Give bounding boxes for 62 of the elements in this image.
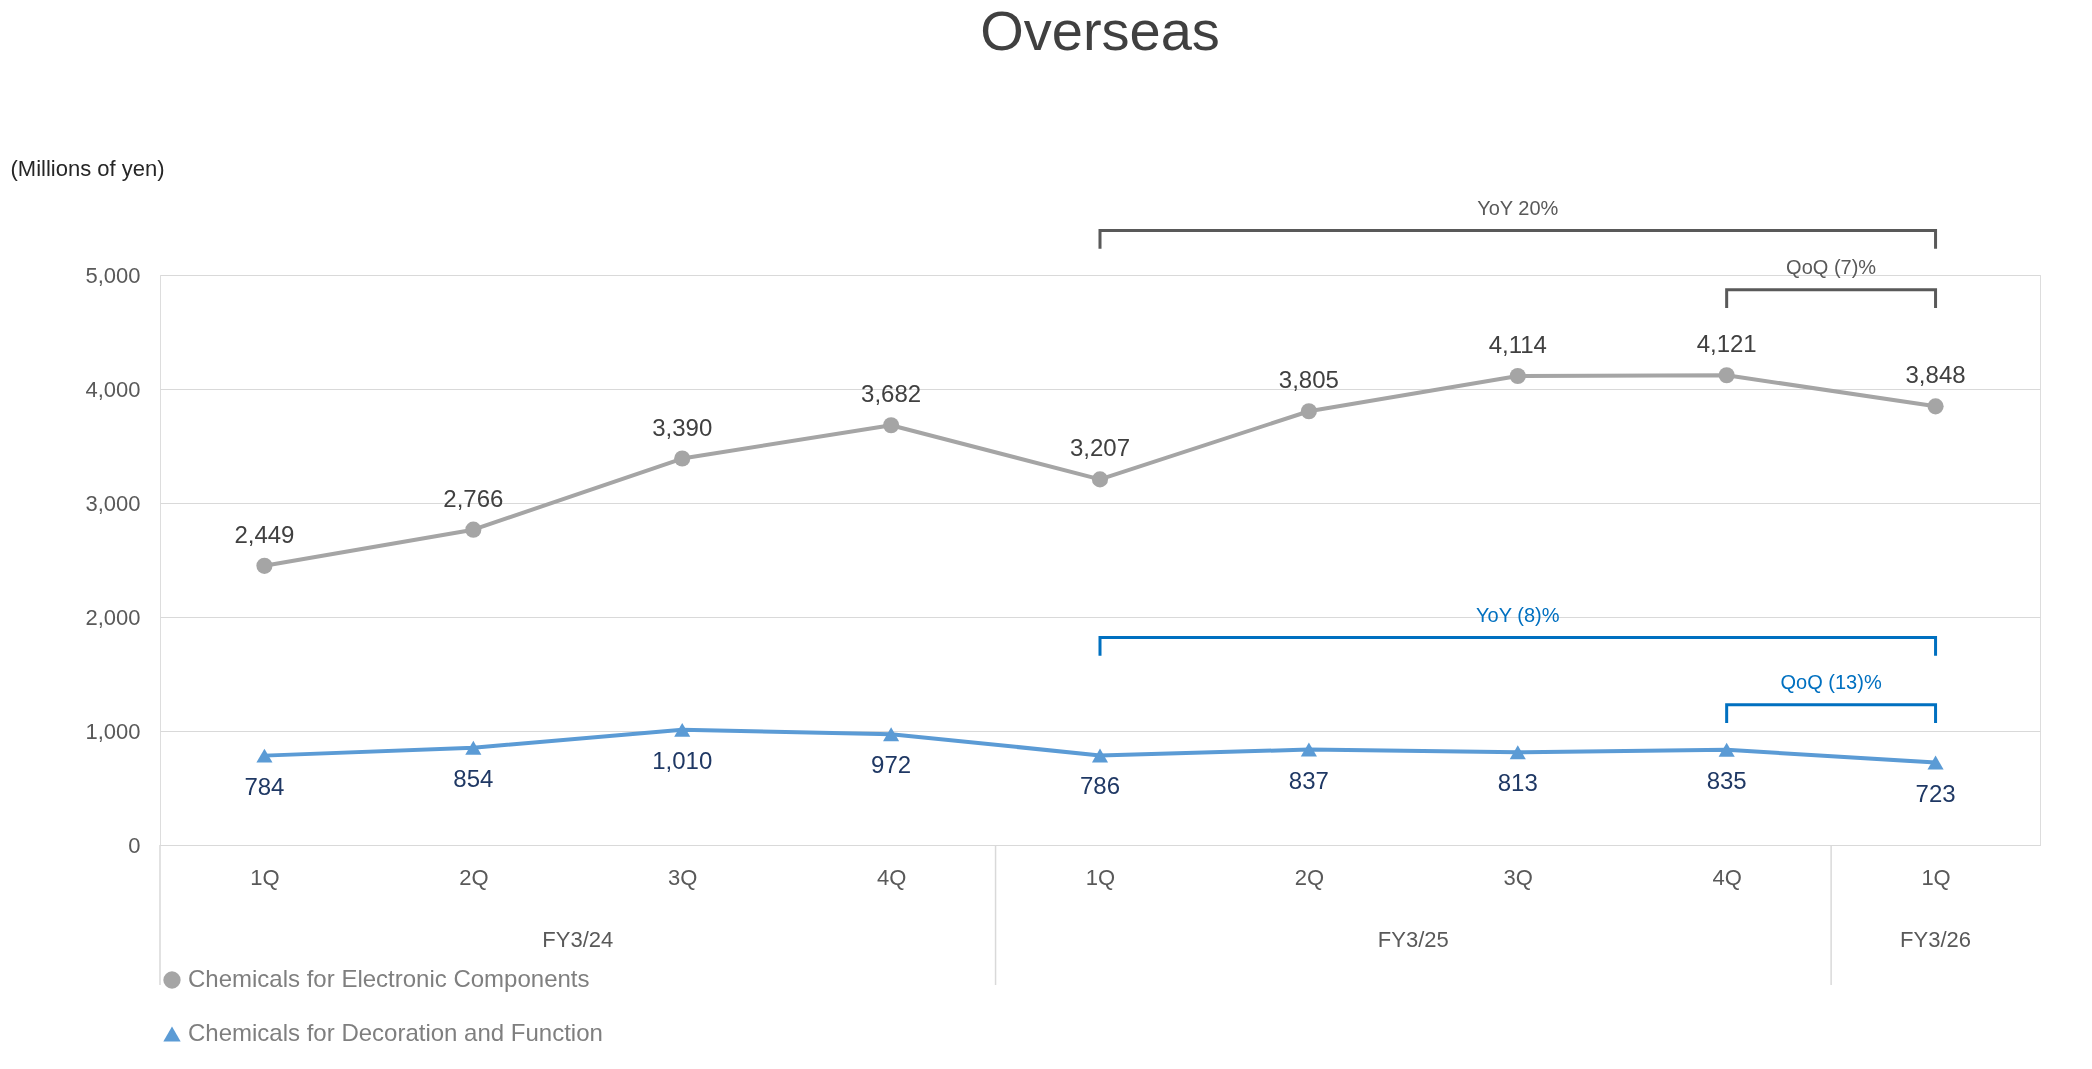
x-tick-label: 4Q (876, 864, 907, 890)
y-tick-label: 0 (128, 832, 141, 858)
data-label: 3,805 (1278, 366, 1339, 394)
x-tick-label: 3Q (668, 864, 698, 890)
legend-label: Chemicals for Electronic Components (188, 965, 590, 992)
text: FY3/24 (542, 927, 614, 952)
text: FY3/26 (1900, 927, 1972, 952)
annotation: QoQ (13)% (1780, 670, 1882, 693)
x-tick-label: 3Q (1503, 864, 1533, 890)
data-label: 784 (244, 772, 285, 800)
data-label: 3,207 (1069, 434, 1131, 462)
data-label: 837 (1288, 766, 1329, 794)
point (465, 521, 482, 538)
data-label: 3,682 (861, 380, 922, 408)
point (1509, 745, 1526, 760)
data-label: 1,010 (652, 746, 713, 774)
point (1091, 748, 1109, 763)
data-label: 3,848 (1905, 361, 1966, 389)
data-label: 854 (453, 764, 494, 792)
x-tick-label: 2Q (459, 864, 489, 890)
point (883, 727, 900, 742)
y-axis-title: (Millions of yen) (10, 155, 165, 181)
point (1718, 367, 1735, 384)
y-tick-label: 3,000 (85, 490, 141, 516)
point (1718, 742, 1735, 757)
point (1300, 742, 1317, 757)
point (674, 450, 691, 467)
data-label: 2,766 (443, 484, 504, 512)
annotation: QoQ (7)% (1786, 255, 1877, 278)
text: FY3/25 (1377, 927, 1449, 952)
point (256, 557, 273, 574)
text: YoY 20% (1477, 196, 1559, 219)
point (1509, 367, 1526, 385)
point (256, 748, 273, 763)
data-label: 3,390 (652, 413, 713, 441)
y-tick-label: 1,000 (85, 718, 141, 744)
chart-title: Overseas (980, 0, 1220, 62)
x-tick-label: 1Q (1921, 864, 1951, 890)
y-tick-label: 5,000 (85, 262, 141, 288)
x-tick-label: 1Q (1085, 864, 1116, 890)
data-label: 972 (871, 751, 912, 779)
point (883, 417, 900, 434)
point (1927, 755, 1944, 770)
x-tick-label: 4Q (1712, 864, 1742, 890)
point (1927, 398, 1944, 415)
x-tick-label: 2Q (1294, 864, 1325, 890)
data-label: 4,114 (1488, 331, 1547, 358)
point (1091, 471, 1109, 488)
point (674, 722, 691, 737)
data-label: 813 (1497, 769, 1538, 797)
y-tick-label: 4,000 (85, 376, 141, 402)
data-label: 723 (1915, 779, 1956, 807)
data-label: 786 (1079, 772, 1121, 800)
data-label: 835 (1706, 766, 1747, 794)
legend-label: Chemicals for Decoration and Function (188, 1019, 603, 1046)
point (1300, 403, 1317, 420)
data-label: 4,121 (1696, 330, 1757, 358)
point (465, 740, 482, 755)
data-label: 2,449 (234, 520, 295, 548)
x-tick-label: 1Q (250, 864, 280, 890)
annotation: YoY (8)% (1476, 603, 1560, 626)
y-tick-label: 2,000 (85, 604, 141, 630)
